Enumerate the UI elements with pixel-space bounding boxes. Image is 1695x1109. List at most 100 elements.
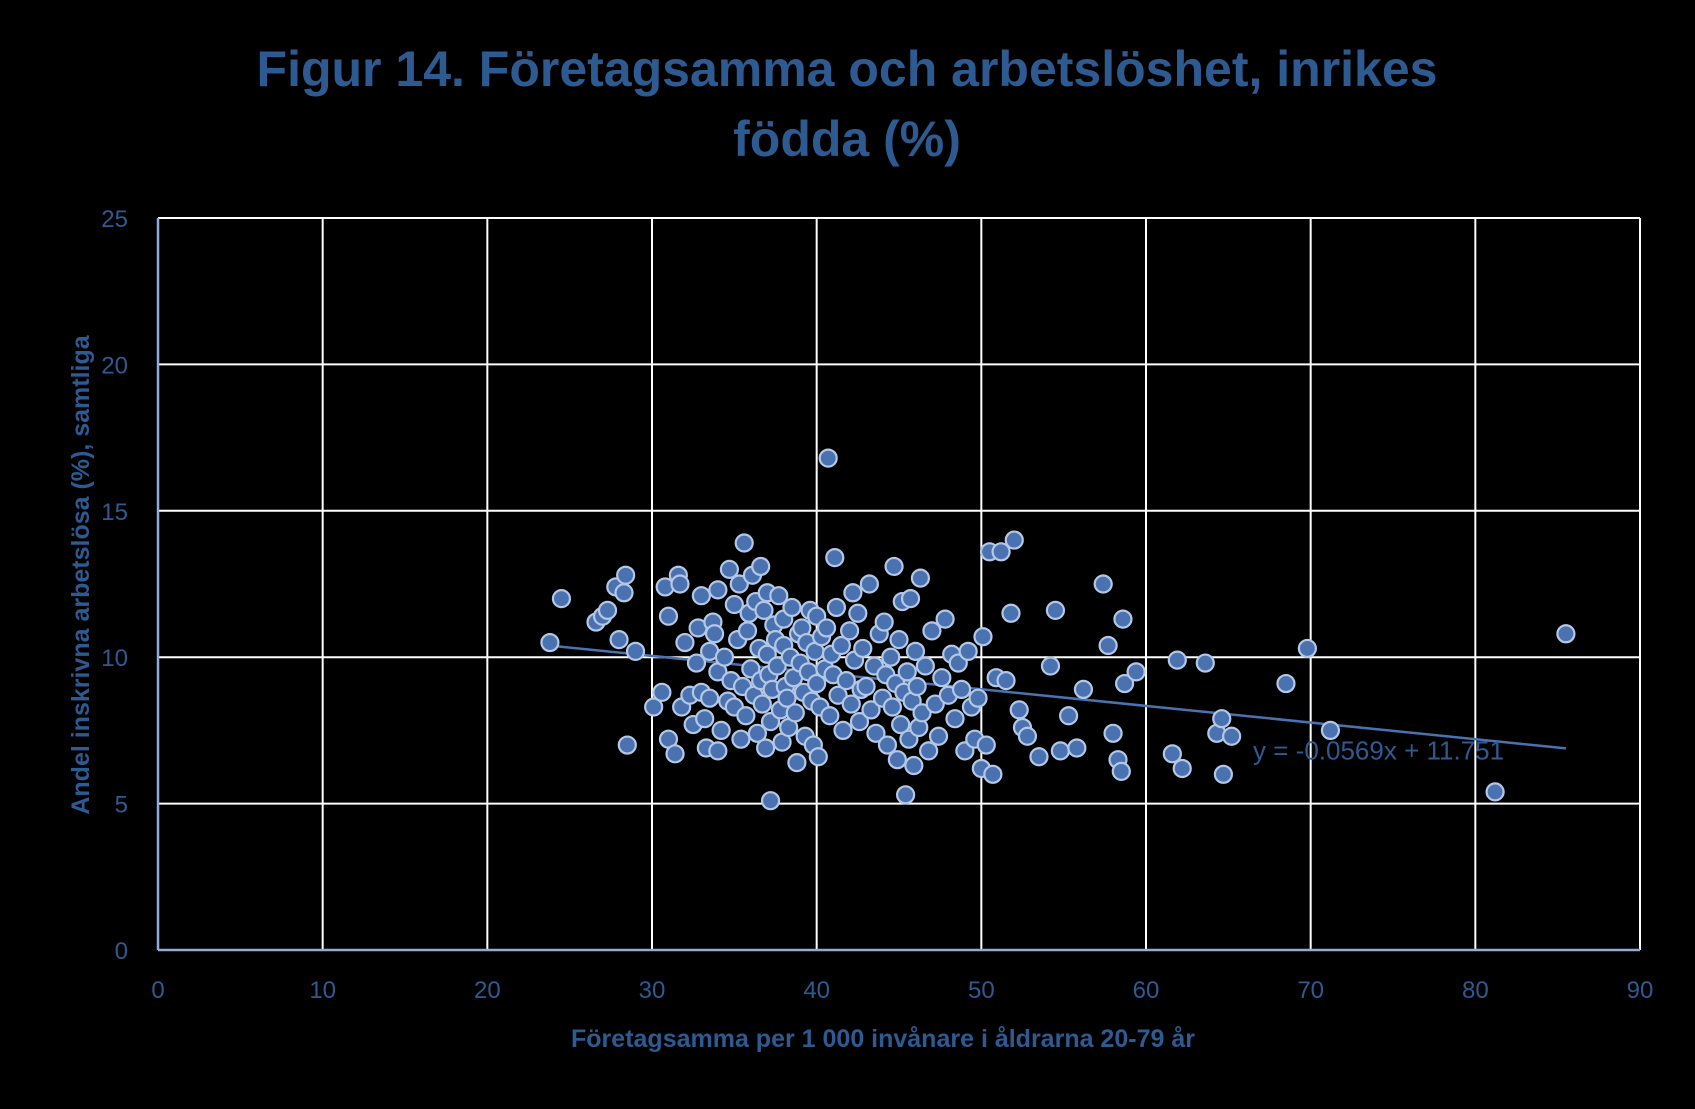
data-point (919, 741, 939, 761)
data-point (658, 606, 679, 626)
y-tick-label: 10 (101, 645, 128, 672)
x-tick-label: 10 (309, 977, 336, 1004)
x-tick-label: 0 (151, 977, 164, 1004)
data-point (700, 688, 720, 708)
data-point (724, 594, 744, 615)
data-point (617, 735, 637, 755)
data-point (983, 764, 1003, 784)
data-point (1040, 656, 1061, 676)
data-point (991, 542, 1011, 562)
data-point (719, 559, 739, 579)
data-point (1067, 738, 1087, 758)
data-point (686, 653, 707, 673)
data-point (644, 697, 664, 717)
data-point (932, 668, 952, 688)
data-point (708, 580, 728, 600)
data-point (1172, 758, 1192, 779)
data-point (843, 583, 863, 603)
data-point (731, 729, 751, 749)
y-axis-ticks: 0 5 10 15 20 25 (101, 206, 128, 965)
data-point (695, 709, 715, 729)
data-point (915, 656, 935, 676)
data-point (816, 618, 837, 638)
data-point (968, 688, 988, 708)
data-point (737, 621, 758, 641)
data-point (751, 556, 771, 577)
data-point (1162, 744, 1182, 764)
data-point (808, 747, 828, 767)
data-point (1195, 653, 1215, 673)
data-point (1114, 673, 1135, 694)
data-point (609, 630, 629, 650)
trendline (544, 643, 1567, 750)
data-point (1059, 706, 1079, 726)
data-point (825, 548, 845, 568)
data-point (711, 720, 731, 741)
data-point (900, 589, 921, 609)
data-point (714, 647, 735, 667)
data-point (1009, 700, 1029, 720)
data-point (777, 688, 797, 708)
data-point (907, 676, 927, 697)
data-point (729, 574, 749, 594)
data-point (881, 647, 901, 667)
data-point (1297, 638, 1317, 659)
data-point (922, 621, 942, 641)
x-axis-ticks: 0 10 20 30 40 50 60 70 80 90 (151, 977, 1653, 1004)
data-point (1213, 764, 1233, 784)
data-point (859, 574, 879, 594)
data-point (877, 735, 898, 755)
y-tick-label: 20 (101, 352, 128, 379)
data-point (787, 753, 807, 773)
data-point (1004, 530, 1024, 550)
x-tick-label: 50 (968, 977, 995, 1004)
data-point (889, 630, 909, 650)
x-tick-label: 40 (803, 977, 830, 1004)
data-point (540, 632, 560, 653)
data-point (807, 673, 827, 694)
data-point (895, 785, 916, 805)
data-point (912, 703, 932, 723)
x-tick-label: 20 (474, 977, 501, 1004)
data-point (833, 720, 853, 741)
y-axis-label: Andel inskrivna arbetslösa (%), samtliga (67, 334, 95, 814)
chart-title-line-1: Figur 14. Företagsamma och arbetslöshet,… (257, 41, 1438, 97)
data-point (616, 565, 636, 585)
x-axis-label: Företagsamma per 1 000 invånare i åldrar… (571, 1025, 1195, 1053)
data-point (736, 706, 756, 726)
data-point (820, 706, 840, 726)
data-point (861, 700, 881, 720)
data-point (691, 586, 712, 606)
data-point (866, 723, 886, 743)
chart-title-line-2: födda (%) (733, 111, 961, 167)
data-point (665, 744, 685, 764)
data-point (1222, 726, 1242, 746)
data-point (704, 624, 725, 644)
data-point (1029, 747, 1049, 767)
data-point (836, 671, 856, 691)
data-point (1050, 741, 1070, 761)
y-tick-label: 25 (101, 206, 128, 233)
grid (156, 217, 1641, 952)
data-point (597, 600, 618, 620)
y-tick-label: 5 (115, 792, 128, 819)
data-point (1556, 624, 1576, 644)
data-point (826, 597, 847, 618)
x-tick-label: 60 (1133, 977, 1160, 1004)
data-point (752, 694, 772, 714)
x-tick-label: 90 (1627, 977, 1654, 1004)
data-point (976, 735, 996, 755)
x-tick-label: 30 (639, 977, 666, 1004)
data-point (767, 656, 787, 676)
data-point (891, 714, 911, 735)
data-point (756, 738, 776, 758)
data-point (897, 662, 917, 682)
data-point (856, 676, 876, 697)
data-points (540, 448, 1576, 811)
data-point (839, 621, 860, 641)
x-tick-label: 80 (1462, 977, 1489, 1004)
data-point (958, 641, 978, 661)
data-point (1001, 603, 1021, 623)
